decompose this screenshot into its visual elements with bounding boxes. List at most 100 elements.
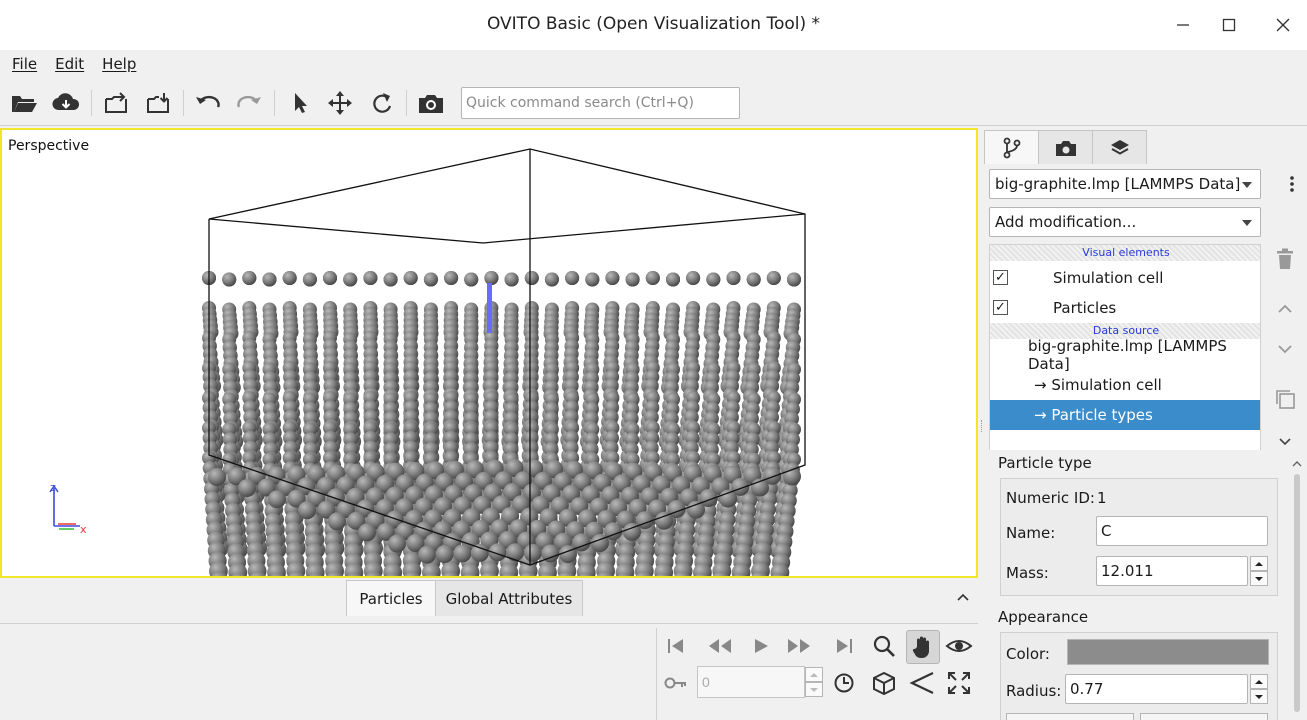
tab-layers[interactable] (1092, 130, 1147, 164)
pan-button[interactable] (906, 630, 940, 664)
field-of-view-icon (909, 672, 934, 694)
reset-button[interactable] (1006, 713, 1134, 720)
tab-particles[interactable]: Particles (346, 580, 436, 616)
selection-mode-button[interactable] (283, 87, 315, 119)
previous-frame-button[interactable] (705, 631, 735, 661)
axis-z-label: z (50, 481, 56, 494)
add-modification-dropdown[interactable]: Add modification... (989, 207, 1261, 237)
particle (751, 561, 770, 576)
pipeline-item-particle-types[interactable]: → Particle types (990, 400, 1260, 430)
next-frame-button[interactable] (784, 631, 814, 661)
particle (247, 561, 267, 576)
visibility-checkbox[interactable]: ✓ (993, 270, 1008, 285)
particle (484, 271, 499, 285)
minimize-button[interactable] (1168, 10, 1198, 40)
add-modification-label: Add modification... (995, 213, 1137, 231)
auto-key-button[interactable] (661, 668, 691, 698)
undo-button[interactable] (192, 87, 224, 119)
tab-global-attributes[interactable]: Global Attributes (435, 580, 583, 616)
particle (325, 561, 344, 576)
orbit-button[interactable] (944, 631, 974, 661)
save-defaults-button[interactable] (1140, 713, 1268, 720)
close-icon (1276, 18, 1290, 32)
expand-button[interactable] (1270, 434, 1300, 450)
fov-button[interactable] (907, 668, 937, 698)
visibility-checkbox[interactable]: ✓ (993, 300, 1008, 315)
animation-settings-button[interactable] (829, 668, 859, 698)
particle (712, 571, 729, 576)
move-mode-button[interactable] (324, 87, 356, 119)
radius-spinner[interactable] (1250, 674, 1268, 704)
pipeline-menu-button[interactable] (1283, 169, 1301, 199)
particle (656, 573, 670, 576)
export-icon (105, 92, 127, 113)
particle (209, 561, 228, 576)
close-button[interactable] (1268, 10, 1298, 40)
open-file-button[interactable] (8, 87, 40, 119)
render-button[interactable] (415, 87, 447, 119)
animation-controls (656, 628, 978, 720)
particle (403, 451, 418, 465)
particle (746, 272, 761, 287)
perspective-viewport[interactable]: z x Perspective (0, 128, 978, 578)
particle (302, 452, 317, 467)
play-button[interactable] (746, 631, 776, 661)
tab-render[interactable] (1038, 130, 1093, 164)
particle (596, 561, 615, 576)
viewport-scene[interactable]: z x (2, 130, 976, 576)
skip-end-icon (837, 639, 852, 653)
frame-spinner[interactable] (697, 666, 805, 698)
particle (267, 563, 286, 576)
menu-help[interactable]: Help (102, 55, 137, 73)
pipeline-selector[interactable]: big-graphite.lmp [LAMMPS Data] (989, 169, 1261, 199)
maximize-button[interactable] (1214, 10, 1244, 40)
particle (386, 573, 400, 576)
particle (228, 563, 248, 576)
mass-spinner[interactable] (1250, 556, 1268, 586)
viewport-caption[interactable]: Perspective (8, 138, 90, 154)
tab-pipeline[interactable] (984, 130, 1039, 164)
go-to-end-button[interactable] (829, 631, 859, 661)
move-up-button[interactable] (1270, 294, 1300, 324)
pipeline-item-simulation-cell-vis[interactable]: ✓ Simulation cell (990, 263, 1260, 293)
pipeline-item-data-source[interactable]: big-graphite.lmp [LAMMPS Data] (990, 337, 1260, 373)
menu-edit[interactable]: Edit (55, 55, 85, 73)
zoom-scene-extents-button[interactable] (869, 668, 899, 698)
maximize-viewport-button[interactable] (944, 668, 974, 698)
splitter-handle[interactable] (981, 420, 983, 432)
particle (309, 573, 323, 576)
particle (444, 271, 459, 285)
delete-modifier-button[interactable] (1270, 244, 1300, 274)
particle (712, 561, 732, 576)
pipeline-item-particles-vis[interactable]: ✓ Particles (990, 293, 1260, 323)
quick-command-search[interactable] (461, 87, 740, 119)
axis-tripod (49, 484, 80, 530)
move-down-button[interactable] (1270, 334, 1300, 364)
load-remote-button[interactable] (50, 87, 82, 119)
copy-button[interactable] (1270, 384, 1300, 414)
chevron-up-icon[interactable] (954, 588, 972, 606)
frame-spinner-arrows[interactable] (805, 667, 823, 697)
radius-field[interactable]: 0.77 (1065, 674, 1248, 704)
go-to-start-button[interactable] (661, 631, 691, 661)
rotate-mode-button[interactable] (365, 87, 397, 119)
particle (763, 466, 782, 485)
particle (557, 561, 577, 576)
zoom-button[interactable] (869, 631, 899, 661)
import-button[interactable] (142, 87, 174, 119)
name-field[interactable]: C (1096, 516, 1268, 546)
pipeline-item-simulation-cell[interactable]: → Simulation cell (990, 370, 1260, 400)
export-button[interactable] (100, 87, 132, 119)
redo-button[interactable] (233, 87, 265, 119)
particle (302, 422, 317, 437)
properties-scrollbar[interactable] (1289, 456, 1305, 720)
clock-icon (834, 673, 854, 693)
particle (579, 573, 593, 576)
particle (208, 468, 226, 486)
menu-file[interactable]: File (12, 55, 38, 73)
pipeline-selector-value: big-graphite.lmp [LAMMPS Data] (995, 175, 1241, 193)
mass-field[interactable]: 12.011 (1096, 556, 1248, 586)
particle (625, 272, 640, 287)
render-icon (1055, 140, 1076, 156)
color-picker-swatch[interactable] (1067, 639, 1269, 665)
